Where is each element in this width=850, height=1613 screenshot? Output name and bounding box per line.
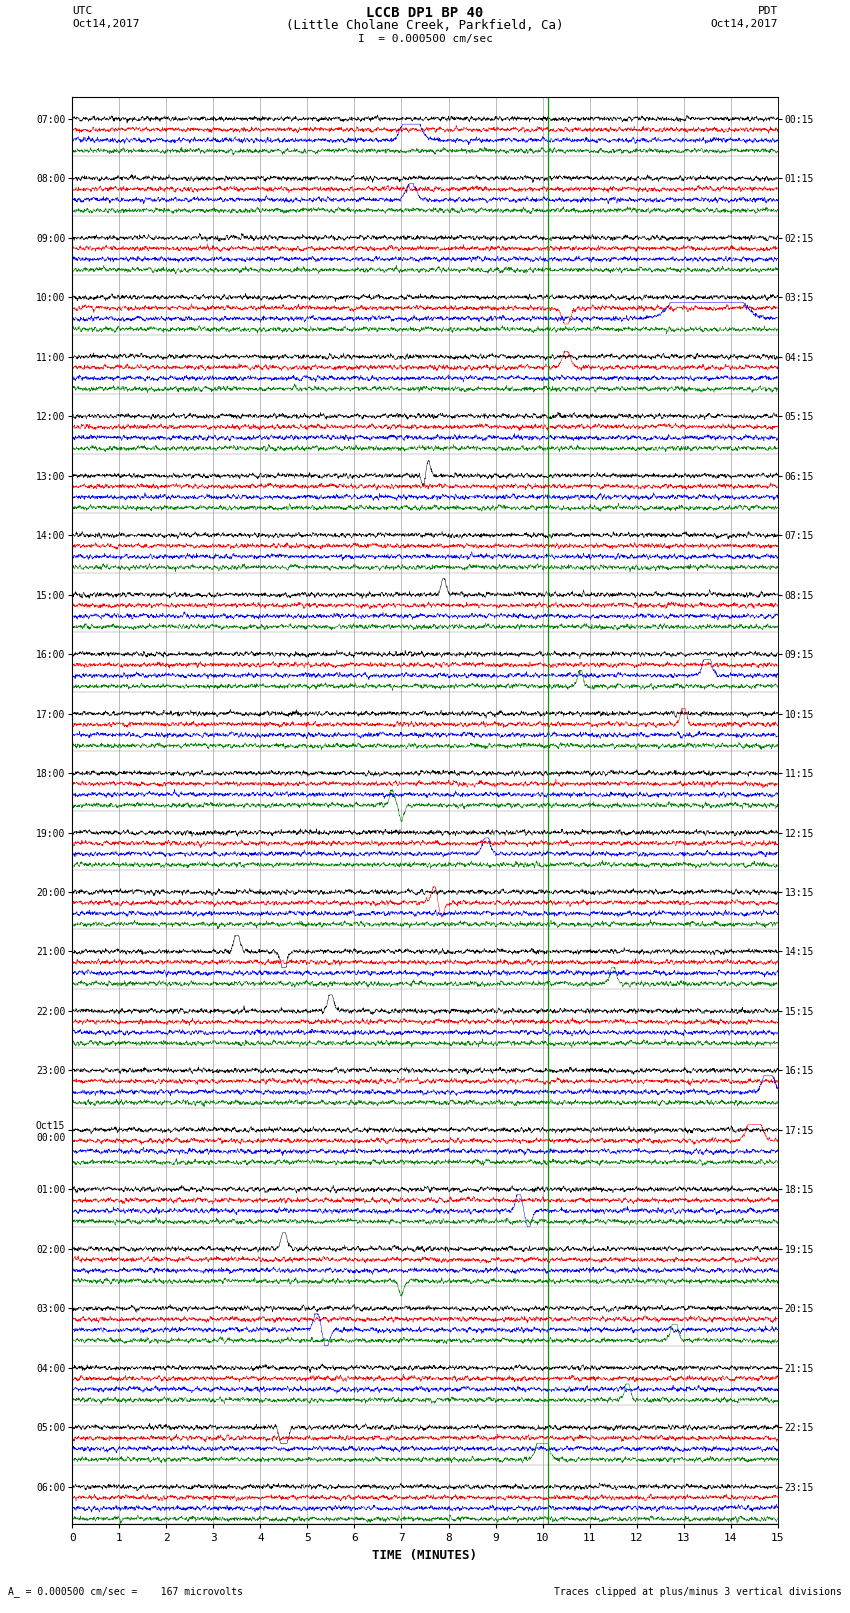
Text: A̲ = 0.000500 cm/sec =    167 microvolts: A̲ = 0.000500 cm/sec = 167 microvolts bbox=[8, 1586, 243, 1597]
Text: Oct14,2017: Oct14,2017 bbox=[72, 19, 139, 29]
Text: PDT: PDT bbox=[757, 5, 778, 16]
Text: Traces clipped at plus/minus 3 vertical divisions: Traces clipped at plus/minus 3 vertical … bbox=[553, 1587, 842, 1597]
Text: (Little Cholane Creek, Parkfield, Ca): (Little Cholane Creek, Parkfield, Ca) bbox=[286, 19, 564, 32]
Text: Oct14,2017: Oct14,2017 bbox=[711, 19, 778, 29]
Text: UTC: UTC bbox=[72, 5, 93, 16]
Text: I  = 0.000500 cm/sec: I = 0.000500 cm/sec bbox=[358, 34, 492, 44]
X-axis label: TIME (MINUTES): TIME (MINUTES) bbox=[372, 1548, 478, 1561]
Text: LCCB DP1 BP 40: LCCB DP1 BP 40 bbox=[366, 5, 484, 19]
